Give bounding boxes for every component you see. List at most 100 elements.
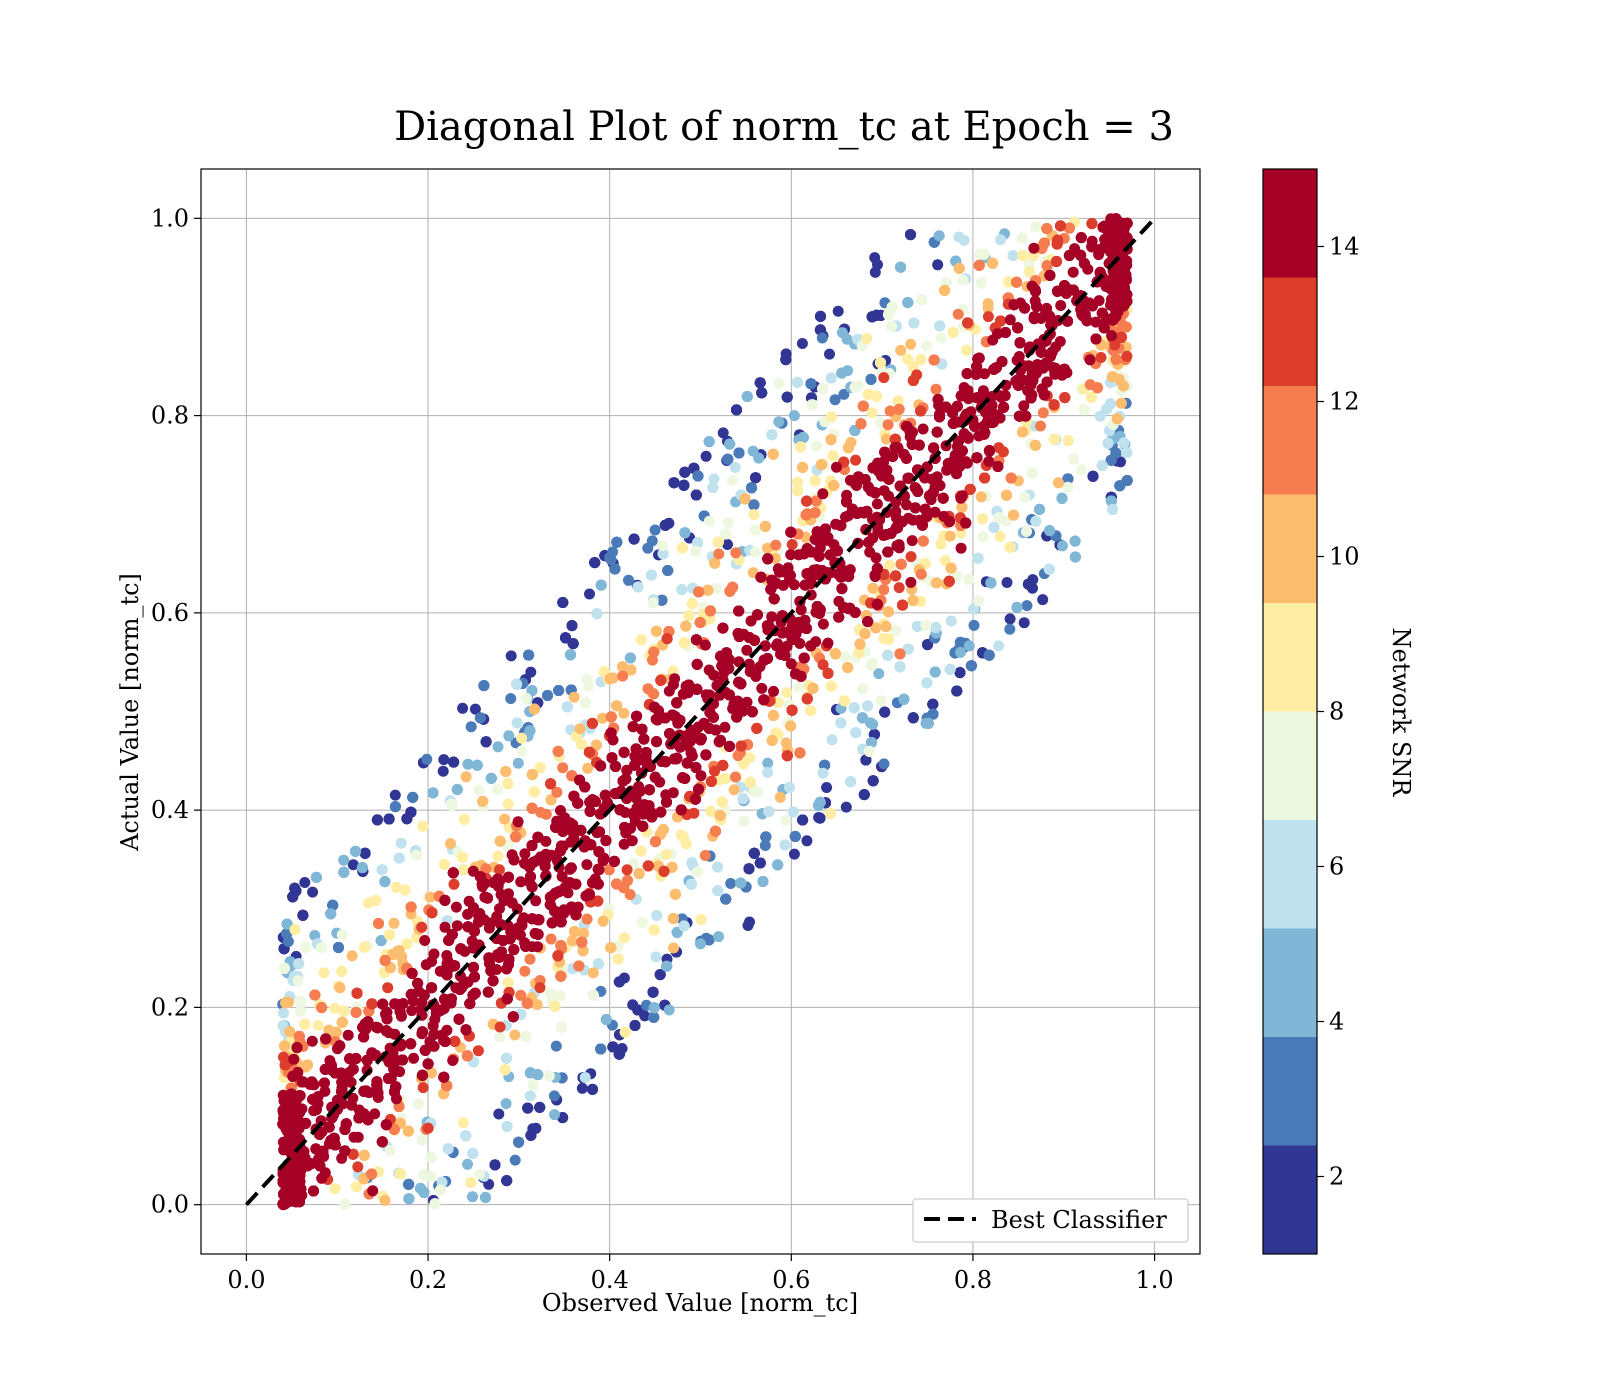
scatter-point — [945, 562, 957, 574]
scatter-point — [654, 969, 666, 981]
scatter-point — [648, 646, 660, 658]
scatter-point — [1030, 221, 1042, 233]
scatter-point — [915, 354, 927, 365]
scatter-point — [890, 570, 902, 582]
scatter-point — [807, 682, 819, 694]
scatter-point — [930, 577, 942, 589]
scatter-point — [516, 732, 528, 744]
scatter-point — [806, 399, 818, 411]
scatter-point — [642, 542, 654, 554]
scatter-point — [418, 1187, 430, 1198]
scatter-point — [401, 938, 413, 950]
scatter-point — [730, 771, 741, 783]
scatter-point — [561, 701, 573, 713]
scatter-point — [568, 691, 580, 703]
scatter-point — [786, 704, 798, 716]
scatter-point — [410, 849, 422, 861]
scatter-point — [552, 950, 564, 962]
scatter-point — [1107, 504, 1119, 515]
scatter-point — [788, 848, 800, 860]
scatter-point — [425, 1151, 437, 1163]
scatter-point — [1118, 437, 1130, 449]
scatter-point — [474, 712, 486, 724]
scatter-point — [713, 931, 725, 943]
scatter-point — [858, 789, 870, 801]
scatter-point — [362, 897, 374, 909]
scatter-point — [965, 660, 977, 672]
scatter-point — [295, 995, 306, 1007]
scatter-point — [982, 302, 994, 314]
scatter-point — [902, 643, 914, 655]
scatter-point — [717, 427, 729, 439]
scatter-point — [825, 808, 836, 820]
scatter-point — [1062, 481, 1074, 493]
scatter-point — [908, 317, 920, 329]
scatter-point — [774, 791, 786, 803]
scatter-point — [977, 513, 988, 525]
scatter-point — [722, 517, 734, 529]
scatter-point — [647, 986, 659, 998]
scatter-point — [987, 257, 999, 269]
scatter-point — [583, 680, 595, 692]
scatter-point — [618, 838, 630, 850]
scatter-point — [509, 1154, 521, 1166]
scatter-point — [712, 885, 724, 897]
scatter-point — [280, 997, 292, 1009]
scatter-point — [760, 831, 772, 843]
scatter-point — [565, 649, 576, 661]
scatter-point — [716, 796, 728, 808]
scatter-point — [394, 1168, 406, 1180]
scatter-point — [890, 625, 901, 637]
scatter-point — [1004, 541, 1016, 553]
scatter-point — [894, 648, 906, 660]
scatter-point — [556, 1021, 567, 1033]
scatter-point — [417, 1082, 429, 1094]
scatter-point — [648, 1002, 660, 1014]
scatter-point — [393, 852, 405, 864]
scatter-point — [1041, 223, 1053, 235]
scatter-point — [907, 712, 919, 724]
scatter-point — [882, 649, 894, 661]
scatter-point — [772, 859, 784, 871]
scatter-point — [529, 703, 540, 715]
scatter-point — [712, 861, 724, 873]
scatter-point — [750, 472, 762, 484]
scatter-point — [722, 539, 733, 550]
scatter-point — [694, 617, 706, 628]
scatter-point — [279, 1040, 290, 1052]
scatter-point — [1106, 371, 1118, 383]
scatter-point — [860, 754, 872, 766]
scatter-point — [720, 893, 732, 905]
scatter-point — [679, 527, 691, 539]
scatter-point — [595, 579, 607, 591]
scatter-point — [366, 1168, 378, 1180]
scatter-point — [854, 638, 866, 650]
scatter-point — [521, 997, 533, 1009]
scatter-point — [825, 680, 837, 692]
scatter-point — [663, 1004, 675, 1016]
scatter-point — [569, 926, 580, 937]
scatter-point — [645, 569, 657, 581]
scatter-point — [1095, 352, 1107, 363]
scatter-point — [825, 434, 837, 446]
scatter-point — [465, 721, 477, 733]
scatter-point — [534, 982, 546, 994]
scatter-point — [623, 574, 634, 586]
scatter-point — [821, 782, 833, 793]
scatter-point — [557, 762, 569, 774]
scatter-point — [1007, 250, 1019, 262]
scatter-point — [668, 942, 679, 954]
scatter-point — [633, 868, 645, 880]
scatter-point — [1001, 577, 1013, 588]
scatter-point — [1111, 413, 1123, 425]
scatter-point — [299, 1018, 311, 1030]
scatter-point — [560, 632, 571, 644]
scatter-point — [1062, 435, 1074, 446]
scatter-point — [906, 535, 918, 547]
scatter-point — [657, 548, 669, 560]
scatter-point — [945, 615, 957, 627]
scatter-point — [822, 667, 834, 679]
scatter-point — [309, 930, 321, 941]
scatter-point — [448, 878, 460, 890]
scatter-point — [727, 474, 739, 486]
